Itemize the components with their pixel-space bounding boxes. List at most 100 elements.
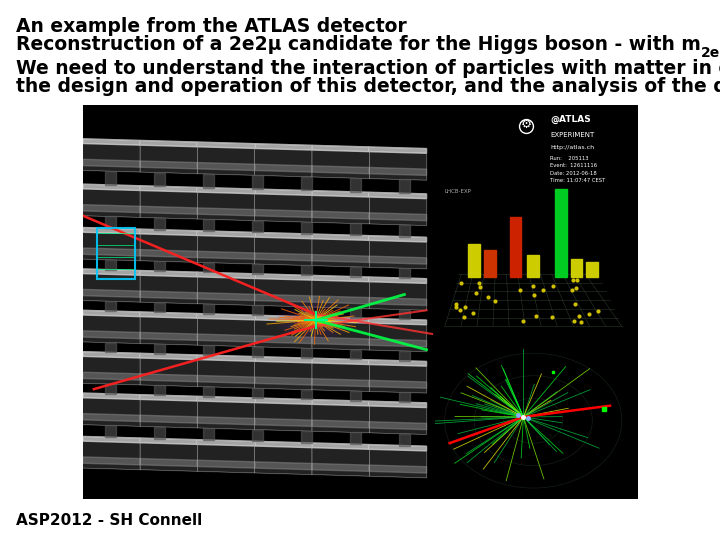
Polygon shape <box>312 275 369 282</box>
Polygon shape <box>140 415 197 423</box>
Polygon shape <box>369 256 426 264</box>
Polygon shape <box>399 309 410 320</box>
Polygon shape <box>255 253 312 261</box>
Polygon shape <box>255 144 312 177</box>
Polygon shape <box>203 174 214 188</box>
Polygon shape <box>83 205 140 213</box>
Polygon shape <box>197 142 255 176</box>
Polygon shape <box>197 272 255 279</box>
Polygon shape <box>197 375 255 383</box>
Polygon shape <box>154 218 165 230</box>
Polygon shape <box>369 147 426 180</box>
Polygon shape <box>105 171 116 185</box>
Polygon shape <box>197 187 255 220</box>
Polygon shape <box>312 234 369 240</box>
Bar <box>96 227 135 279</box>
Polygon shape <box>255 356 312 390</box>
Text: Date: 2012-06-18: Date: 2012-06-18 <box>551 171 598 176</box>
Polygon shape <box>350 178 361 192</box>
Polygon shape <box>140 353 197 360</box>
Polygon shape <box>312 338 369 345</box>
Polygon shape <box>197 460 255 468</box>
Polygon shape <box>255 398 312 404</box>
Polygon shape <box>255 274 312 307</box>
Polygon shape <box>105 217 116 228</box>
Polygon shape <box>83 372 140 380</box>
Polygon shape <box>140 374 197 382</box>
Polygon shape <box>255 336 312 343</box>
Polygon shape <box>369 167 426 176</box>
Polygon shape <box>399 393 410 402</box>
Polygon shape <box>255 441 312 475</box>
Polygon shape <box>369 192 426 226</box>
Polygon shape <box>83 457 140 465</box>
Polygon shape <box>369 192 426 199</box>
Polygon shape <box>369 444 426 451</box>
Polygon shape <box>369 277 426 310</box>
Polygon shape <box>140 229 197 235</box>
Polygon shape <box>399 351 410 361</box>
Polygon shape <box>350 349 361 360</box>
Polygon shape <box>369 235 426 269</box>
Polygon shape <box>83 436 140 470</box>
Text: We need to understand the interaction of particles with matter in order to under: We need to understand the interaction of… <box>16 59 720 78</box>
Polygon shape <box>83 184 140 191</box>
Polygon shape <box>369 147 426 153</box>
Polygon shape <box>140 140 197 147</box>
Polygon shape <box>301 307 312 316</box>
Polygon shape <box>312 358 369 392</box>
Polygon shape <box>350 224 361 235</box>
Polygon shape <box>140 395 197 428</box>
Polygon shape <box>83 393 140 426</box>
Polygon shape <box>399 179 410 193</box>
Polygon shape <box>83 393 140 400</box>
Polygon shape <box>312 275 369 308</box>
Polygon shape <box>369 319 426 325</box>
Text: the design and operation of this detector, and the analysis of the data.: the design and operation of this detecto… <box>16 77 720 96</box>
Polygon shape <box>369 444 426 478</box>
Polygon shape <box>83 436 140 443</box>
Polygon shape <box>586 262 598 277</box>
Polygon shape <box>83 310 140 343</box>
Polygon shape <box>369 422 426 430</box>
Polygon shape <box>369 401 426 408</box>
Polygon shape <box>83 159 140 167</box>
Polygon shape <box>105 301 116 311</box>
Polygon shape <box>369 360 426 393</box>
Polygon shape <box>197 163 255 171</box>
Polygon shape <box>312 443 369 476</box>
Polygon shape <box>252 264 263 274</box>
Polygon shape <box>83 414 140 422</box>
Polygon shape <box>140 271 197 277</box>
Polygon shape <box>105 342 116 353</box>
Polygon shape <box>252 347 263 356</box>
Polygon shape <box>369 380 426 388</box>
Polygon shape <box>197 440 255 446</box>
Polygon shape <box>140 333 197 340</box>
Polygon shape <box>555 188 567 277</box>
Polygon shape <box>255 418 312 427</box>
Polygon shape <box>312 145 369 152</box>
Polygon shape <box>255 210 312 218</box>
Polygon shape <box>140 186 197 219</box>
Polygon shape <box>140 206 197 214</box>
Polygon shape <box>369 298 426 306</box>
Polygon shape <box>468 244 480 277</box>
Polygon shape <box>140 353 197 387</box>
Polygon shape <box>255 189 312 195</box>
Polygon shape <box>255 315 312 321</box>
Polygon shape <box>197 208 255 216</box>
Polygon shape <box>369 401 426 434</box>
Text: @ATLAS: @ATLAS <box>551 115 591 124</box>
Polygon shape <box>252 176 263 189</box>
Polygon shape <box>197 396 255 403</box>
Polygon shape <box>197 355 255 361</box>
Text: ASP2012 - SH Connell: ASP2012 - SH Connell <box>16 513 202 528</box>
Polygon shape <box>510 217 521 277</box>
Polygon shape <box>83 248 140 256</box>
Polygon shape <box>301 431 312 443</box>
Polygon shape <box>197 187 255 194</box>
Polygon shape <box>140 249 197 258</box>
Polygon shape <box>252 429 263 441</box>
Polygon shape <box>312 400 369 406</box>
